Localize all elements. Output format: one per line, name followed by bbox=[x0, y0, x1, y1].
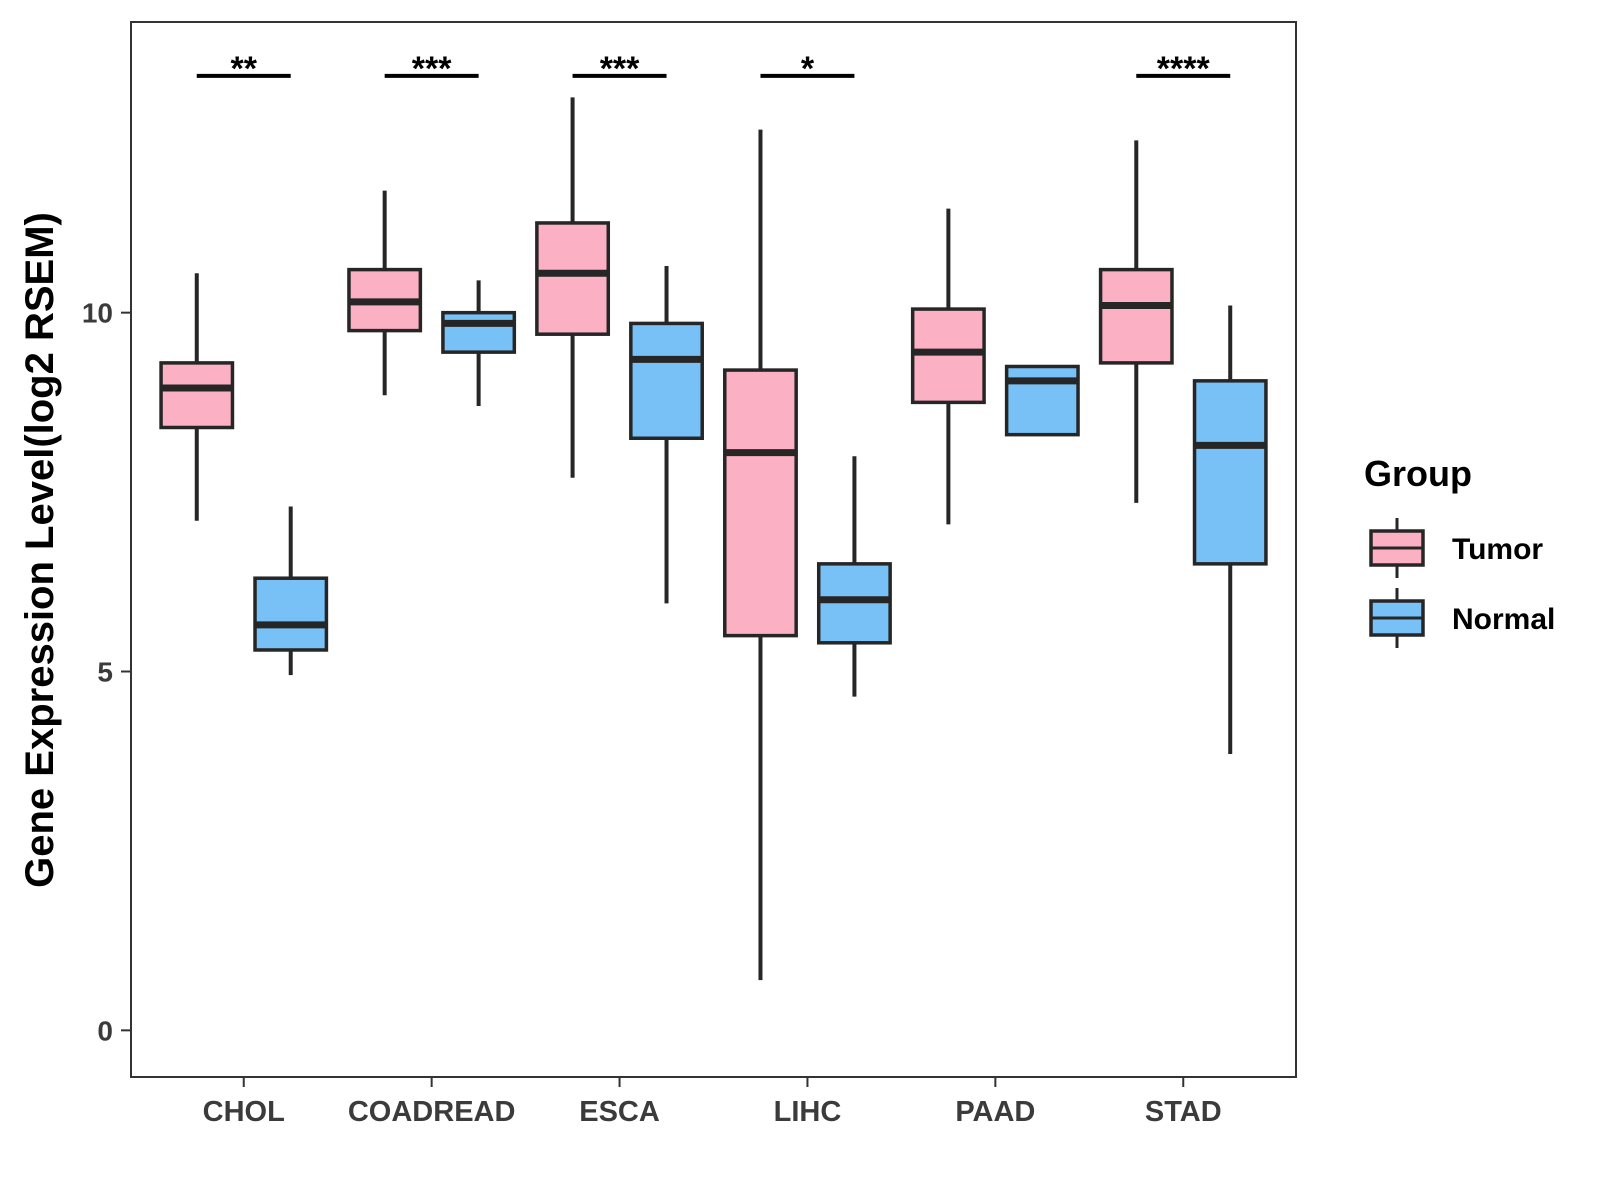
plot-border bbox=[130, 21, 1297, 1078]
box-normal-esca bbox=[629, 266, 704, 604]
legend-item-normal: Normal bbox=[1369, 588, 1555, 648]
box-tumor-paad bbox=[910, 208, 986, 525]
box-tumor-chol bbox=[159, 273, 235, 521]
x-axis: CHOL COADREAD ESCA LIHC PAAD STAD bbox=[203, 1077, 1222, 1128]
box-iqr bbox=[159, 361, 235, 430]
y-tick-label: 5 bbox=[97, 657, 113, 688]
y-axis: 0 5 10 bbox=[82, 298, 131, 1046]
legend-item-tumor: Tumor bbox=[1369, 518, 1543, 578]
box-iqr bbox=[629, 321, 704, 441]
box-normal-stad bbox=[1192, 305, 1268, 755]
box-tumor-esca bbox=[535, 97, 611, 478]
box-normal-lihc bbox=[816, 456, 892, 697]
box-iqr bbox=[723, 368, 798, 638]
x-tick-label: STAD bbox=[1145, 1096, 1222, 1128]
significance-esca: *** bbox=[572, 50, 667, 88]
significance-label: **** bbox=[1157, 50, 1211, 88]
legend: Group Tumor Normal bbox=[1364, 453, 1555, 648]
box-normal-paad bbox=[1004, 364, 1080, 437]
significance-label: ** bbox=[231, 50, 258, 88]
x-tick-label: CHOL bbox=[203, 1096, 285, 1128]
significance-label: *** bbox=[600, 50, 640, 88]
box-iqr bbox=[1004, 364, 1080, 437]
box-normal-chol bbox=[253, 506, 329, 676]
legend-label: Normal bbox=[1452, 603, 1555, 636]
box-iqr bbox=[441, 310, 517, 354]
box-iqr bbox=[910, 307, 986, 405]
significance-chol: ** bbox=[196, 50, 291, 88]
box-tumor-stad bbox=[1098, 140, 1174, 503]
significance-label: * bbox=[801, 50, 815, 88]
box-iqr bbox=[253, 576, 329, 652]
legend-label: Tumor bbox=[1452, 533, 1543, 566]
box-tumor-coadread bbox=[347, 190, 423, 396]
legend-title: Group bbox=[1364, 453, 1472, 494]
box-iqr bbox=[1098, 267, 1174, 365]
box-iqr bbox=[535, 221, 611, 336]
y-tick-label: 0 bbox=[97, 1015, 113, 1046]
box-iqr bbox=[816, 562, 892, 645]
x-tick-label: LIHC bbox=[774, 1096, 842, 1128]
y-axis-label: Gene Expression Level(log2 RSEM) bbox=[18, 212, 62, 888]
significance-stad: **** bbox=[1136, 50, 1231, 88]
box-iqr bbox=[1192, 379, 1268, 566]
box-tumor-lihc bbox=[723, 129, 798, 981]
plot-area: ** *** *** * **** bbox=[159, 50, 1268, 981]
x-tick-label: PAAD bbox=[955, 1096, 1035, 1128]
significance-coadread: *** bbox=[384, 50, 479, 88]
significance-label: *** bbox=[412, 50, 452, 88]
significance-lihc: * bbox=[760, 50, 855, 88]
x-tick-label: COADREAD bbox=[348, 1096, 516, 1128]
box-normal-coadread bbox=[441, 280, 517, 406]
y-tick-label: 10 bbox=[82, 298, 113, 329]
x-tick-label: ESCA bbox=[579, 1096, 660, 1128]
